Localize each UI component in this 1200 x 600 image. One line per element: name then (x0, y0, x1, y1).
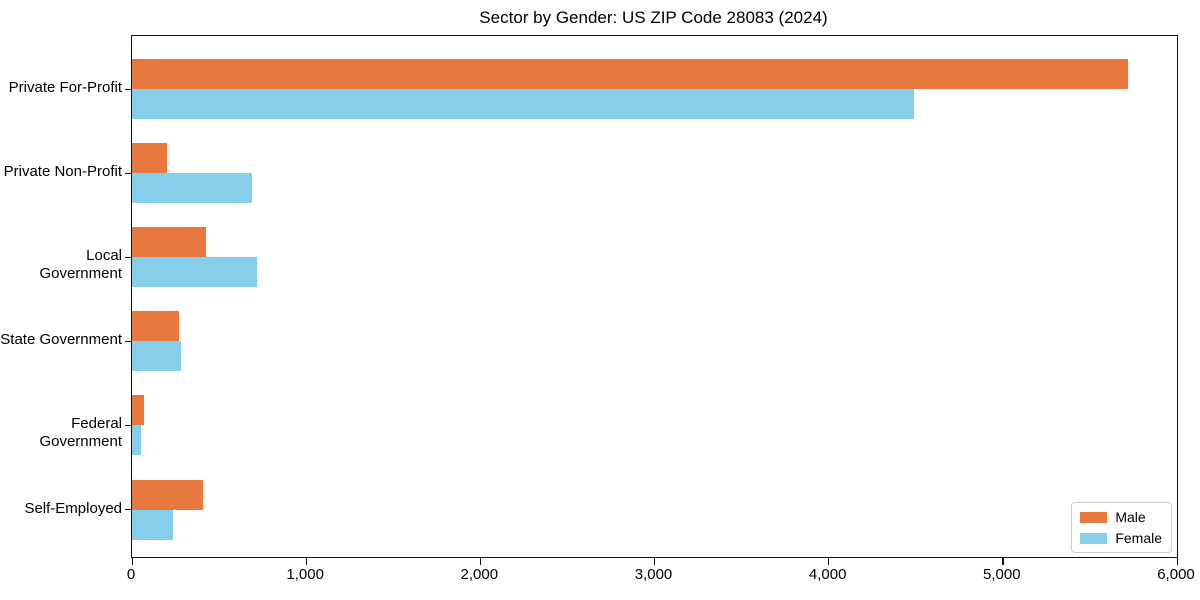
x-tick-label: 2,000 (460, 566, 499, 583)
bar-female-1 (132, 89, 914, 119)
chart-title: Sector by Gender: US ZIP Code 28083 (202… (479, 8, 828, 27)
legend-swatch-male (1080, 511, 1108, 523)
legend-entry-female: Female (1080, 530, 1162, 546)
legend-swatch-female (1080, 532, 1108, 544)
x-tick-mark (654, 558, 656, 565)
y-tick-label: Private For-Profit (8, 79, 122, 96)
y-tick-mark (125, 88, 132, 90)
legend-entry-male: Male (1080, 509, 1162, 525)
y-tick-mark (125, 509, 132, 511)
x-tick-mark (479, 558, 482, 565)
y-tick-label: Federal Government (39, 415, 122, 451)
legend-label: Male (1115, 509, 1146, 525)
y-tick-label: State Government (0, 331, 122, 349)
plot-area: Male Female (125, 35, 1178, 565)
bar-male-5 (132, 395, 144, 426)
bar-male-6 (132, 479, 203, 510)
legend: Male Female (1071, 502, 1172, 553)
bar-male-1 (132, 59, 1128, 89)
bar-female-6 (132, 509, 173, 540)
x-tick-mark (305, 558, 307, 565)
bar-female-3 (132, 257, 257, 288)
bar-male-3 (132, 227, 206, 258)
x-tick-mark (131, 558, 133, 565)
bar-male-4 (132, 311, 179, 342)
x-tick-mark (1176, 558, 1178, 565)
y-tick-mark (125, 256, 132, 258)
x-tick-label: 5,000 (983, 566, 1021, 583)
bar-female-5 (132, 425, 141, 456)
y-tick-mark (125, 424, 132, 427)
x-tick-label: 1,000 (286, 566, 324, 583)
bar-male-2 (132, 143, 167, 174)
legend-label: Female (1115, 530, 1162, 546)
x-tick-mark (828, 558, 830, 565)
y-tick-label: Local Government (39, 247, 122, 283)
y-tick-label: Private Non-Profit (3, 163, 122, 181)
y-tick-mark (125, 340, 132, 343)
bar-female-2 (132, 173, 252, 204)
x-tick-label: 0 (126, 566, 136, 583)
x-tick-label: 6,000 (1157, 566, 1195, 583)
x-tick-label: 4,000 (808, 566, 847, 583)
x-tick-label: 3,000 (634, 566, 673, 583)
y-tick-mark (125, 172, 132, 174)
bar-female-4 (132, 341, 181, 372)
x-tick-mark (1002, 558, 1004, 565)
y-tick-label: Self-Employed (24, 499, 122, 517)
